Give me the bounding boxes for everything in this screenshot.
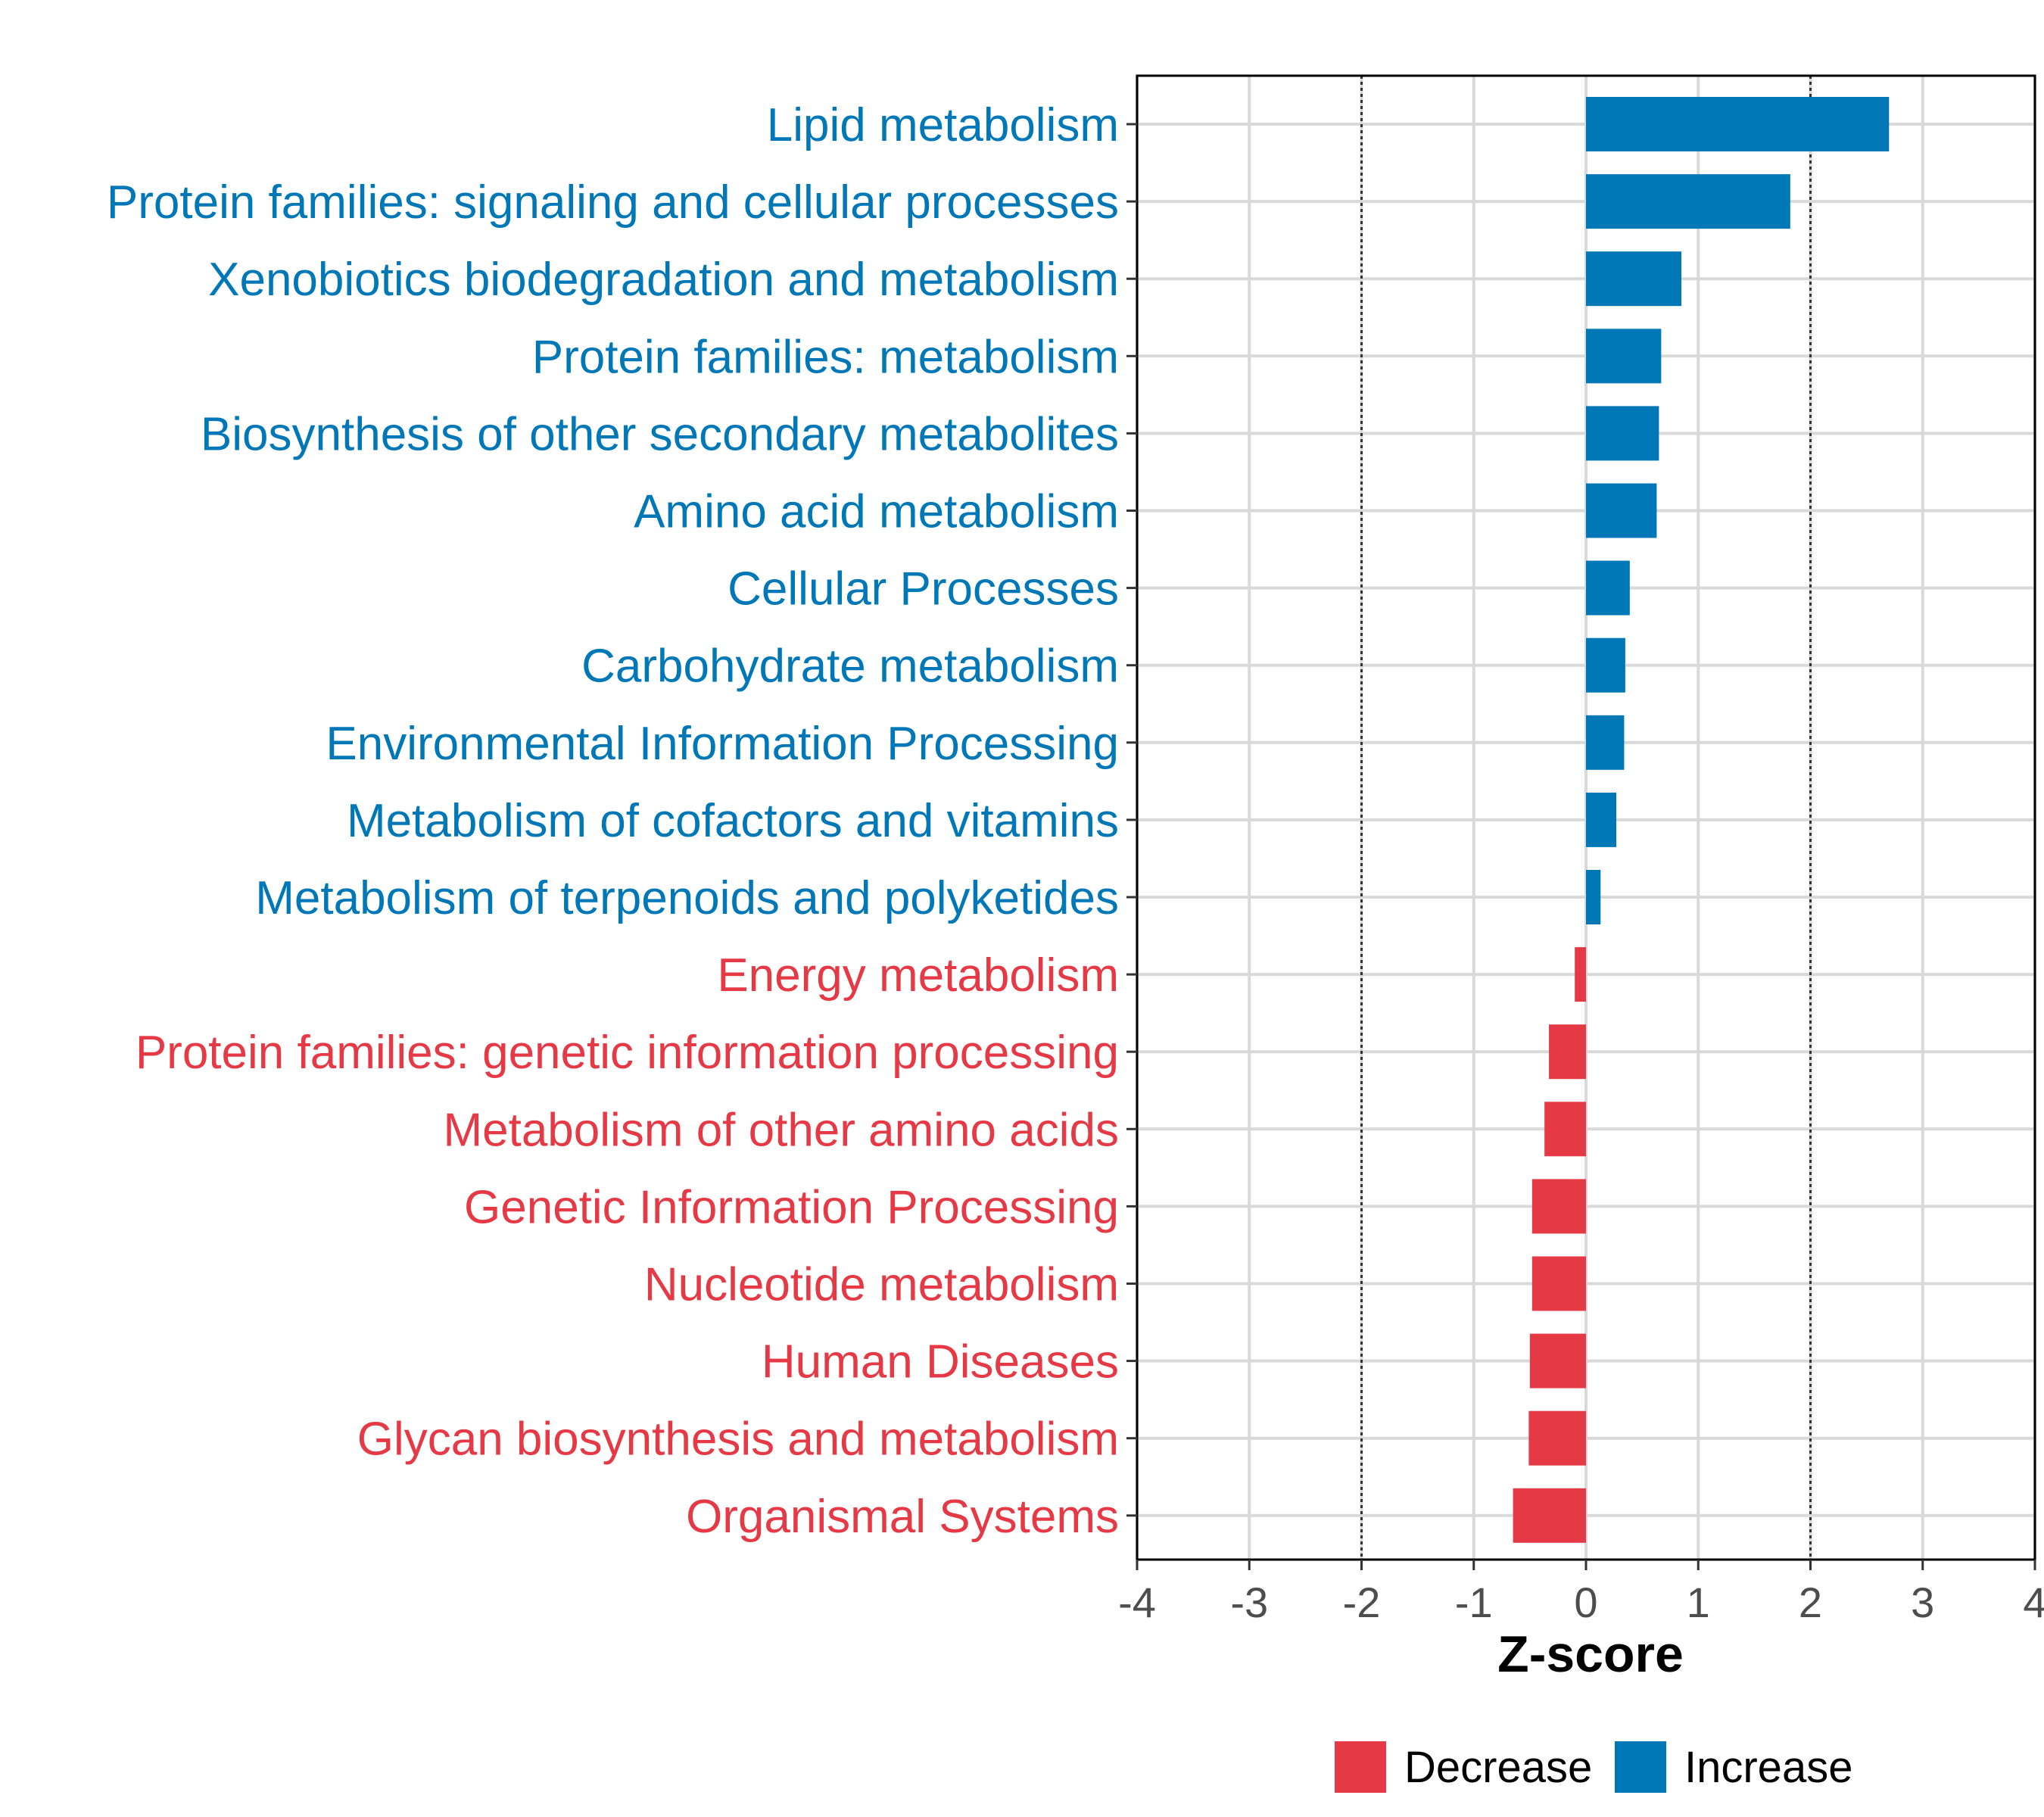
x-tick-label: -1 [1455,1579,1493,1626]
bar [1586,97,1890,151]
category-label: Biosynthesis of other secondary metaboli… [201,408,1119,460]
bar [1575,947,1586,1002]
bar [1586,251,1682,307]
category-label: Nucleotide metabolism [644,1259,1119,1311]
category-label: Glycan biosynthesis and metabolism [357,1413,1119,1466]
x-tick-label: -4 [1118,1579,1156,1626]
x-tick-label: 1 [1687,1579,1710,1626]
x-tick-label: 4 [2023,1579,2044,1626]
category-label: Genetic Information Processing [464,1181,1119,1233]
category-label: Protein families: signaling and cellular… [107,176,1119,229]
category-label: Carbohydrate metabolism [581,640,1119,693]
category-label: Human Diseases [762,1336,1119,1388]
x-tick-label: 0 [1574,1579,1597,1626]
legend: Decrease Increase [1335,1741,1852,1793]
x-tick-label: -3 [1230,1579,1268,1626]
bar [1586,174,1790,229]
x-tick-label: -2 [1343,1579,1381,1626]
category-label: Metabolism of other amino acids [443,1104,1119,1156]
bar [1513,1488,1586,1543]
bar [1586,715,1625,770]
bar [1544,1102,1586,1157]
x-axis-title: Z-score [1497,1625,1684,1683]
category-label: Energy metabolism [717,949,1119,1002]
bar [1531,1256,1586,1311]
legend-swatch [1615,1741,1666,1793]
legend-label: Increase [1684,1743,1852,1792]
legend-swatch [1335,1741,1386,1793]
bar [1531,1179,1586,1234]
category-label: Xenobiotics biodegradation and metabolis… [208,254,1119,306]
bar [1586,870,1601,924]
category-label: Metabolism of terpenoids and polyketides [255,872,1119,924]
bar [1549,1024,1586,1080]
threshold-lines [1360,76,1812,1560]
legend-label: Decrease [1404,1743,1592,1792]
category-label: Environmental Information Processing [326,718,1119,770]
x-tick-label: 2 [1799,1579,1822,1626]
bar [1586,406,1659,461]
category-label: Amino acid metabolism [634,486,1119,538]
y-axis-ticks: Lipid metabolism Protein families: signal… [107,99,1137,1543]
x-tick-label: 3 [1911,1579,1934,1626]
bars [1513,97,1890,1543]
category-label: Protein families: genetic information pr… [136,1027,1119,1079]
bar [1586,329,1662,384]
x-axis-ticks: -4 -3 -2 -1 0 1 2 3 4 [1118,1560,2044,1626]
category-label: Cellular Processes [728,563,1119,616]
bar [1586,560,1630,616]
category-label: Lipid metabolism [767,99,1119,151]
bar [1529,1333,1586,1388]
category-label: Protein families: metabolism [532,331,1119,383]
category-label: Metabolism of cofactors and vitamins [347,795,1119,847]
bar [1586,637,1625,693]
category-label: Organismal Systems [686,1491,1119,1543]
bar [1528,1410,1586,1466]
bar [1586,483,1657,538]
bar [1586,792,1617,847]
